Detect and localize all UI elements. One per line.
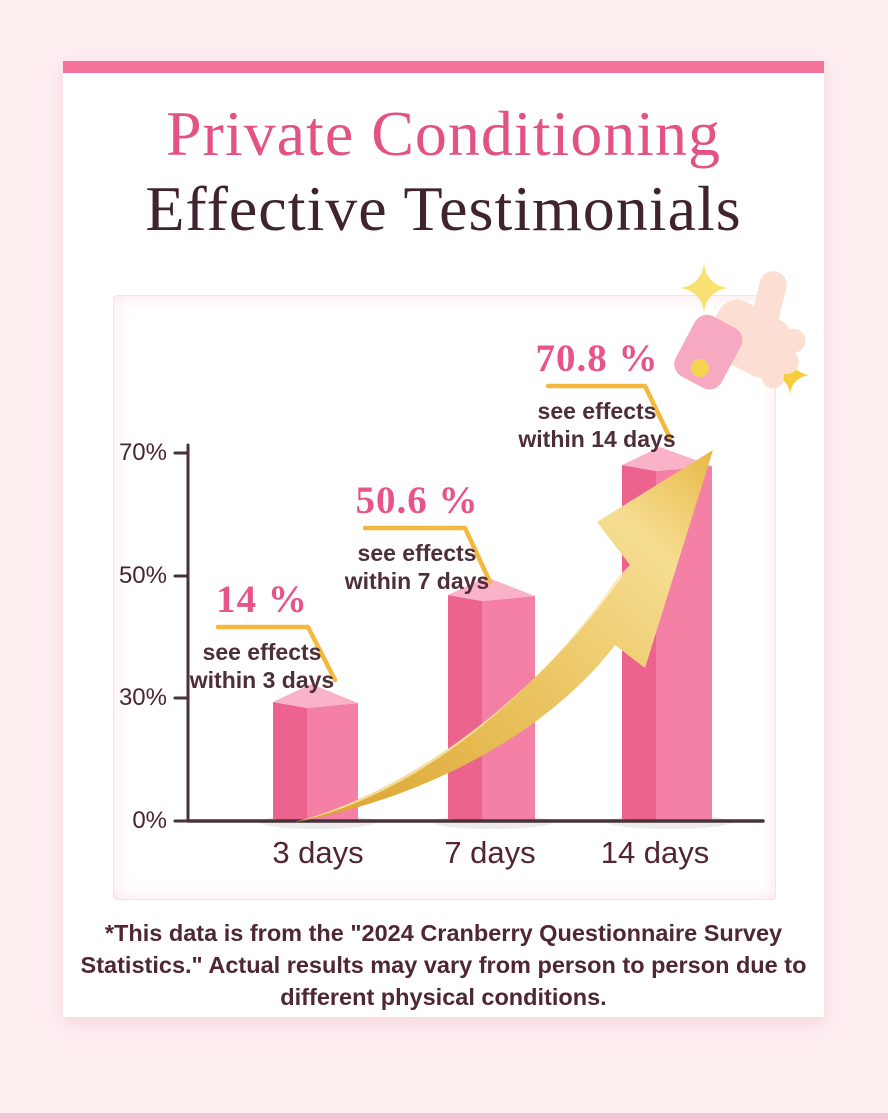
bottom-accent-band <box>0 1113 888 1120</box>
thumbs-up-hand <box>674 271 806 390</box>
sparkle-icon <box>680 264 728 312</box>
x-label-3-days: 3 days <box>272 835 364 870</box>
page-title-line1: Private Conditioning <box>165 98 722 169</box>
callout-7-days: 50.6 % see effects within 7 days <box>307 478 527 595</box>
callout-line-3-days <box>215 624 338 683</box>
y-axis <box>173 443 190 823</box>
callout-note-line2: within 7 days <box>344 568 490 594</box>
callout-note-line2: within 3 days <box>189 667 335 693</box>
callout-3-days: 14 % see effects within 3 days <box>152 577 372 694</box>
callout-note-line2: within 14 days <box>518 426 676 452</box>
y-tick-0: 0% <box>132 807 167 834</box>
y-tick-30: 30% <box>118 684 167 711</box>
trend-arrow <box>295 450 713 822</box>
card-accent-bar <box>63 61 824 73</box>
bar-chart <box>173 383 765 829</box>
callout-note-line1: see effects <box>357 540 477 566</box>
page-title-line2: Effective Testimonials <box>145 173 742 244</box>
callout-value-14-days: 70.8 % <box>535 337 659 380</box>
callout-note-line1: see effects <box>537 398 657 424</box>
sparkle-icon <box>771 356 809 394</box>
callout-note-7-days: see effects within 7 days <box>307 539 527 595</box>
bar-3-days <box>273 684 358 822</box>
thumbs-up-icon <box>674 264 809 394</box>
x-label-7-days: 7 days <box>444 835 536 870</box>
callout-lines <box>215 383 673 683</box>
callout-14-days: 70.8 % see effects within 14 days <box>487 336 707 453</box>
x-label-14-days: 14 days <box>600 835 710 870</box>
callout-note-line1: see effects <box>202 639 322 665</box>
callout-note-3-days: see effects within 3 days <box>152 638 372 694</box>
y-tick-70: 70% <box>118 439 167 466</box>
chart-panel: 70% 50% 30% 0% 3 days 7 days 14 days 14 … <box>113 295 776 900</box>
callout-note-14-days: see effects within 14 days <box>487 397 707 453</box>
thumbs-up-cuff <box>674 314 743 390</box>
content-card: Private Conditioning Effective Testimoni… <box>63 61 824 1017</box>
callout-value-3-days: 14 % <box>216 578 308 621</box>
callout-line-14-days <box>545 383 673 441</box>
callout-line-7-days <box>362 525 493 585</box>
y-tick-50: 50% <box>118 562 167 589</box>
footnote-text: *This data is from the "2024 Cranberry Q… <box>80 920 807 1010</box>
callout-value-7-days: 50.6 % <box>355 479 479 522</box>
